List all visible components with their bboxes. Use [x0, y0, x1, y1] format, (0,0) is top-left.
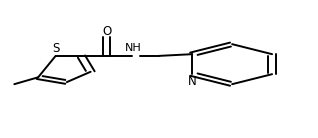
Text: O: O [102, 25, 111, 38]
Text: S: S [52, 42, 59, 55]
Text: NH: NH [125, 43, 142, 53]
Text: N: N [188, 75, 197, 88]
